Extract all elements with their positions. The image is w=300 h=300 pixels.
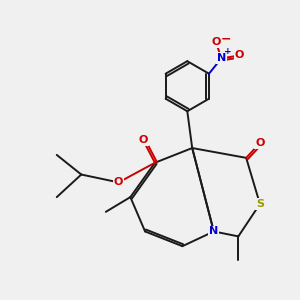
Text: −: − <box>220 32 231 45</box>
Text: N: N <box>209 226 218 236</box>
Text: S: S <box>256 199 264 209</box>
Text: O: O <box>255 138 265 148</box>
Text: N: N <box>217 53 226 63</box>
Text: O: O <box>114 177 123 188</box>
Text: O: O <box>138 135 148 145</box>
Text: O: O <box>235 50 244 60</box>
Text: +: + <box>224 47 232 56</box>
Text: O: O <box>212 37 221 47</box>
